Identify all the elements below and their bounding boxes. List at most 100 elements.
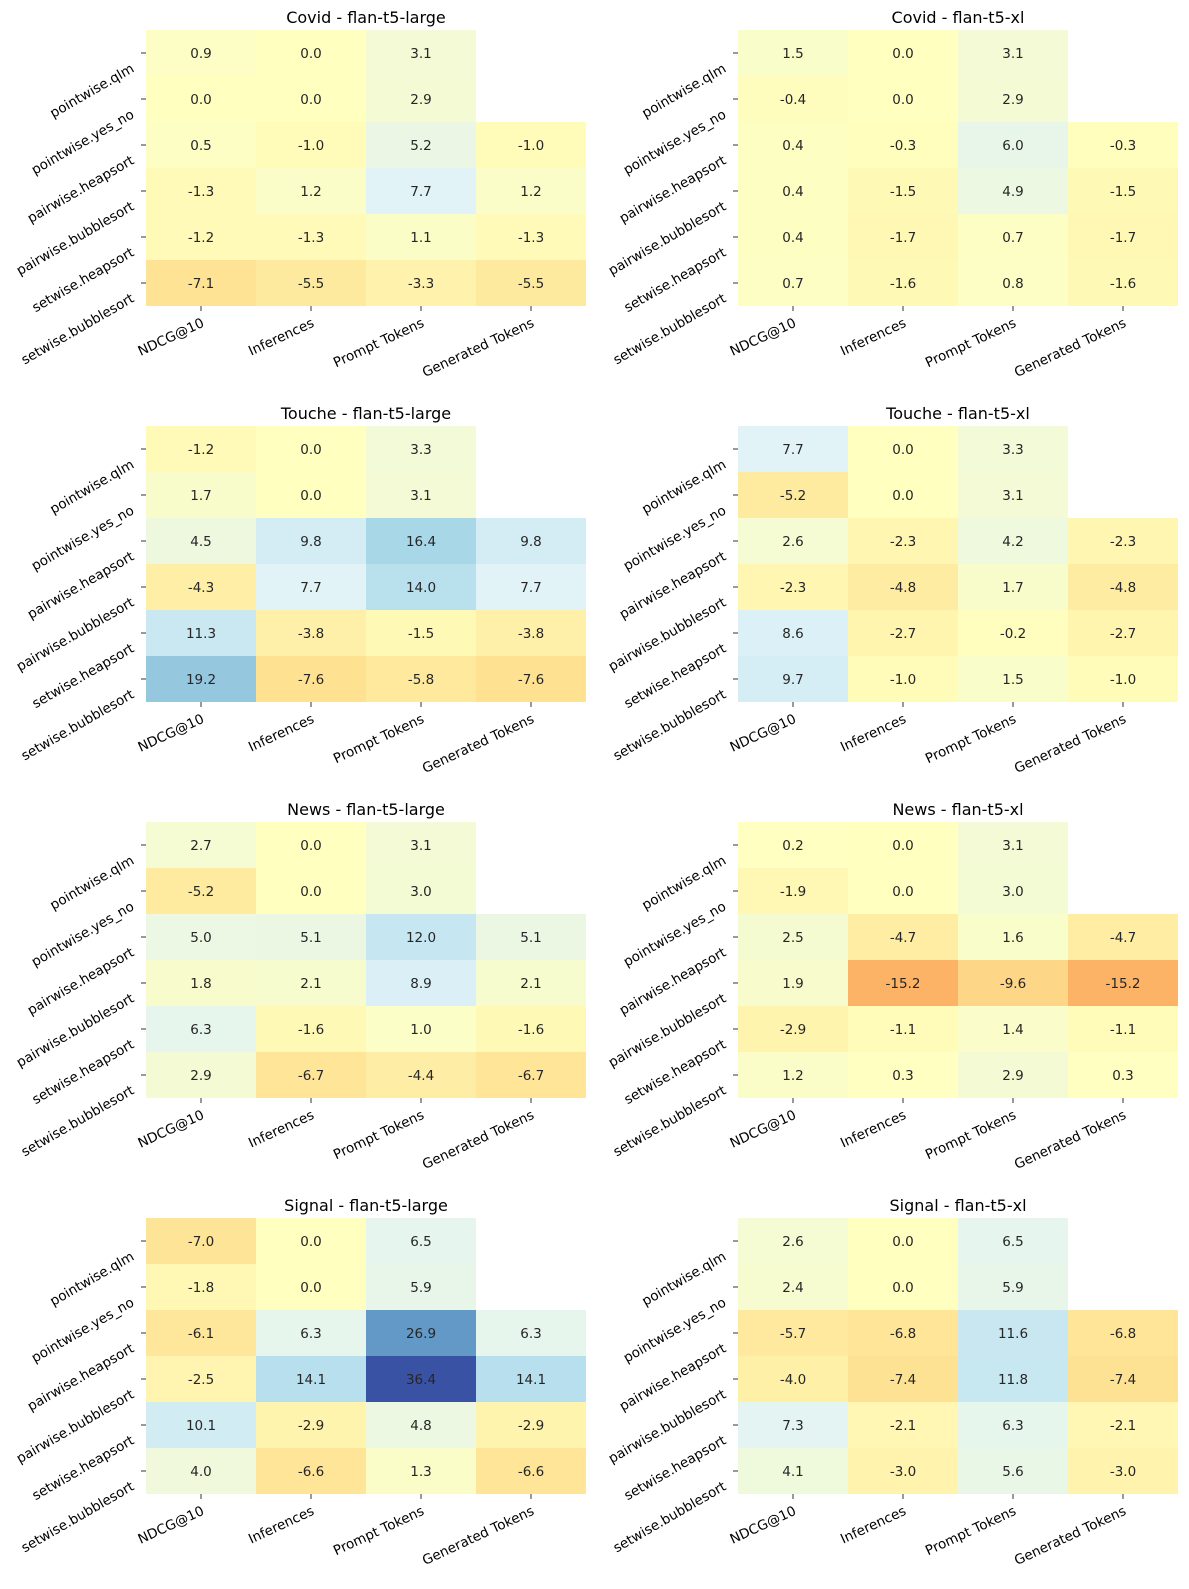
- heatmap-cell: [256, 30, 366, 76]
- heatmap-cell: [476, 168, 586, 214]
- cell-value-label: -2.1: [890, 1418, 916, 1434]
- cell-value-label: 2.9: [410, 92, 431, 108]
- heatmap-cell: [366, 122, 476, 168]
- cell-value-label: 7.7: [520, 580, 541, 596]
- heatmap-cell: [146, 610, 256, 656]
- cell-value-label: 6.3: [190, 1022, 211, 1038]
- cell-value-label: 1.9: [782, 976, 803, 992]
- cell-value-label: 0.4: [782, 230, 803, 246]
- cell-value-label: 0.0: [300, 884, 321, 900]
- cell-value-label: -2.3: [1110, 534, 1136, 550]
- heatmap-cell: [958, 960, 1068, 1006]
- heatmap-cell: [256, 610, 366, 656]
- heatmap-cell: [1068, 214, 1178, 260]
- cell-value-label: -0.3: [1110, 138, 1136, 154]
- heatmap-cell: [476, 260, 586, 306]
- heatmap-cell: [958, 1402, 1068, 1448]
- x-tick-label: NDCG@10: [728, 315, 799, 360]
- heatmap-cell: [848, 1218, 958, 1264]
- cell-value-label: 6.5: [1002, 1234, 1023, 1250]
- heatmap-cell: [146, 214, 256, 260]
- cell-value-label: 0.4: [782, 138, 803, 154]
- cell-value-label: 0.3: [1112, 1068, 1133, 1084]
- heatmap-cell: [366, 76, 476, 122]
- cell-value-label: 5.1: [300, 930, 321, 946]
- cell-value-label: -1.1: [1110, 1022, 1136, 1038]
- heatmap-cell: [738, 656, 848, 702]
- x-tick-label: NDCG@10: [728, 711, 799, 756]
- heatmap-cell: [1068, 1006, 1178, 1052]
- heatmap-cell: [256, 76, 366, 122]
- heatmap-cell: [256, 1356, 366, 1402]
- cell-value-label: -15.2: [886, 976, 921, 992]
- heatmap-cell: [146, 76, 256, 122]
- heatmap-cell: [958, 1006, 1068, 1052]
- cell-value-label: -1.3: [298, 230, 324, 246]
- cell-value-label: -5.5: [298, 276, 324, 292]
- heatmap-cell: [958, 260, 1068, 306]
- heatmap-cell: [256, 260, 366, 306]
- heatmap-cell: [1068, 656, 1178, 702]
- heatmap-cell: [1068, 122, 1178, 168]
- heatmap-touche-flan-t5-large: Touche - flan-t5-large -1.2 0.0 3.3 1.7 0.0 3.…: [14, 404, 586, 777]
- heatmap-cell: [738, 610, 848, 656]
- heatmap-cell: [738, 564, 848, 610]
- cell-value-label: 0.3: [892, 1068, 913, 1084]
- cell-value-label: 6.5: [410, 1234, 431, 1250]
- cell-value-label: -1.5: [890, 184, 916, 200]
- x-tick-label: Prompt Tokens: [331, 315, 427, 371]
- cell-value-label: -7.1: [188, 276, 214, 292]
- cell-value-label: 1.2: [300, 184, 321, 200]
- chart-title: News - flan-t5-xl: [892, 800, 1023, 819]
- heatmap-cell: [738, 914, 848, 960]
- cell-value-label: -2.3: [890, 534, 916, 550]
- heatmap-cell: [738, 214, 848, 260]
- x-tick-label: Inferences: [838, 1107, 909, 1151]
- heatmap-cell: [848, 518, 958, 564]
- cell-value-label: 4.9: [1002, 184, 1023, 200]
- cell-value-label: 3.1: [410, 46, 431, 62]
- heatmap-cell: [366, 868, 476, 914]
- cell-value-label: 11.6: [998, 1326, 1028, 1342]
- heatmap-cell: [366, 610, 476, 656]
- x-tick-label: Inferences: [246, 315, 317, 359]
- cell-value-label: 0.0: [300, 1234, 321, 1250]
- heatmap-cell: [1068, 914, 1178, 960]
- heatmap-cell: [366, 1264, 476, 1310]
- x-tick-label: Generated Tokens: [420, 315, 537, 381]
- cell-value-label: 7.7: [300, 580, 321, 596]
- cell-value-label: 0.0: [300, 92, 321, 108]
- heatmap-cell: [848, 960, 958, 1006]
- cell-value-label: -4.4: [408, 1068, 434, 1084]
- cell-value-label: 0.0: [892, 92, 913, 108]
- heatmap-cell: [848, 1006, 958, 1052]
- x-tick-label: Generated Tokens: [420, 1107, 537, 1173]
- heatmap-cell: [366, 656, 476, 702]
- heatmap-cell: [366, 472, 476, 518]
- heatmap-cell: [848, 168, 958, 214]
- heatmap-cell: [738, 1052, 848, 1098]
- heatmap-cell: [476, 564, 586, 610]
- cell-value-label: 0.0: [892, 838, 913, 854]
- cell-value-label: -2.9: [780, 1022, 806, 1038]
- cell-value-label: 0.0: [892, 1234, 913, 1250]
- cell-value-label: -4.7: [1110, 930, 1136, 946]
- heatmap-cell: [366, 1218, 476, 1264]
- heatmap-cell: [366, 1448, 476, 1494]
- cell-value-label: 2.5: [782, 930, 803, 946]
- heatmap-cell: [738, 472, 848, 518]
- heatmap-cell: [848, 868, 958, 914]
- heatmap-cell: [146, 1264, 256, 1310]
- cell-value-label: 0.0: [300, 46, 321, 62]
- cell-value-label: -7.4: [1110, 1372, 1136, 1388]
- cell-value-label: 7.7: [410, 184, 431, 200]
- cell-value-label: 4.5: [190, 534, 211, 550]
- heatmap-cell: [958, 1218, 1068, 1264]
- cell-value-label: 14.1: [296, 1372, 326, 1388]
- cell-value-label: 4.2: [1002, 534, 1023, 550]
- cell-value-label: 2.7: [190, 838, 211, 854]
- cell-value-label: 2.1: [520, 976, 541, 992]
- cell-value-label: 2.6: [782, 534, 803, 550]
- x-tick-label: Prompt Tokens: [331, 711, 427, 767]
- cell-value-label: 26.9: [406, 1326, 436, 1342]
